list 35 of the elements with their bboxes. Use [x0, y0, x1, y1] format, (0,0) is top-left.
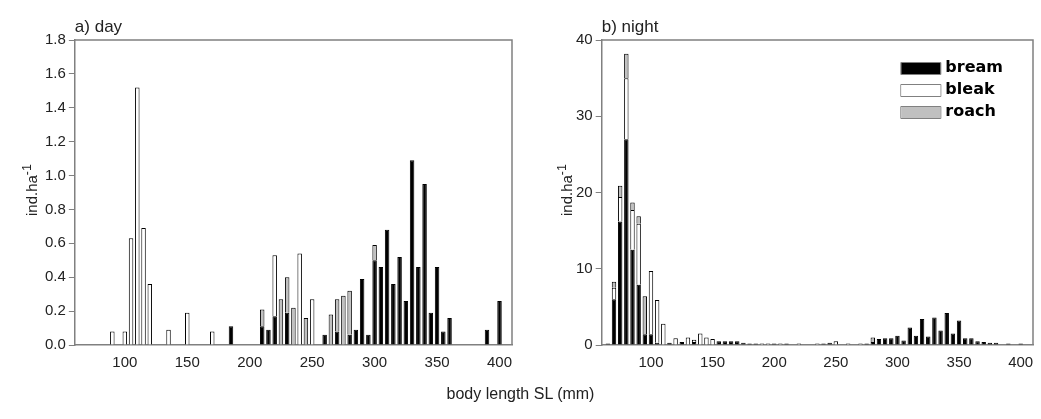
- y-tick-label: 0.0: [44, 335, 66, 353]
- chart-title: a) day: [74, 17, 123, 37]
- y-tick-label: 1.6: [44, 64, 66, 82]
- y-tick-label: 0.6: [44, 233, 66, 251]
- chart-title: b) night: [601, 17, 659, 37]
- x-tick-label: 300: [362, 353, 388, 371]
- x-tick-label: 100: [112, 353, 138, 371]
- y-tick-label: 1.4: [44, 97, 66, 115]
- x-tick-label: 350: [424, 353, 450, 371]
- x-tick-label: 150: [700, 353, 726, 371]
- x-axis-title: body length SL (mm): [445, 385, 596, 403]
- y-tick-label: 1.0: [44, 165, 66, 183]
- y-tick-label: 0.8: [44, 199, 66, 217]
- legend-label: roach: [945, 101, 996, 121]
- y-tick-label: 1.2: [44, 131, 66, 149]
- x-tick-label: 400: [1008, 353, 1034, 371]
- x-tick-label: 250: [823, 353, 849, 371]
- y-tick-label: 0: [584, 335, 593, 353]
- y-tick-label: 1.8: [44, 30, 66, 48]
- y-tick-label: 20: [576, 182, 593, 200]
- x-tick-label: 250: [299, 353, 325, 371]
- y-tick-label: 0.2: [44, 301, 66, 319]
- y-tick-label: 0.4: [44, 267, 66, 285]
- legend-label: bleak: [945, 79, 995, 99]
- x-tick-label: 300: [884, 353, 910, 371]
- legend-label: bream: [945, 57, 1004, 77]
- y-tick-label: 40: [576, 30, 593, 48]
- x-tick-label: 100: [638, 353, 664, 371]
- y-tick-label: 30: [576, 106, 593, 124]
- y-tick-label: 10: [576, 258, 593, 276]
- x-tick-label: 350: [946, 353, 972, 371]
- x-tick-label: 150: [174, 353, 200, 371]
- x-tick-label: 200: [237, 353, 263, 371]
- x-tick-label: 400: [486, 353, 513, 371]
- x-tick-label: 200: [761, 353, 787, 371]
